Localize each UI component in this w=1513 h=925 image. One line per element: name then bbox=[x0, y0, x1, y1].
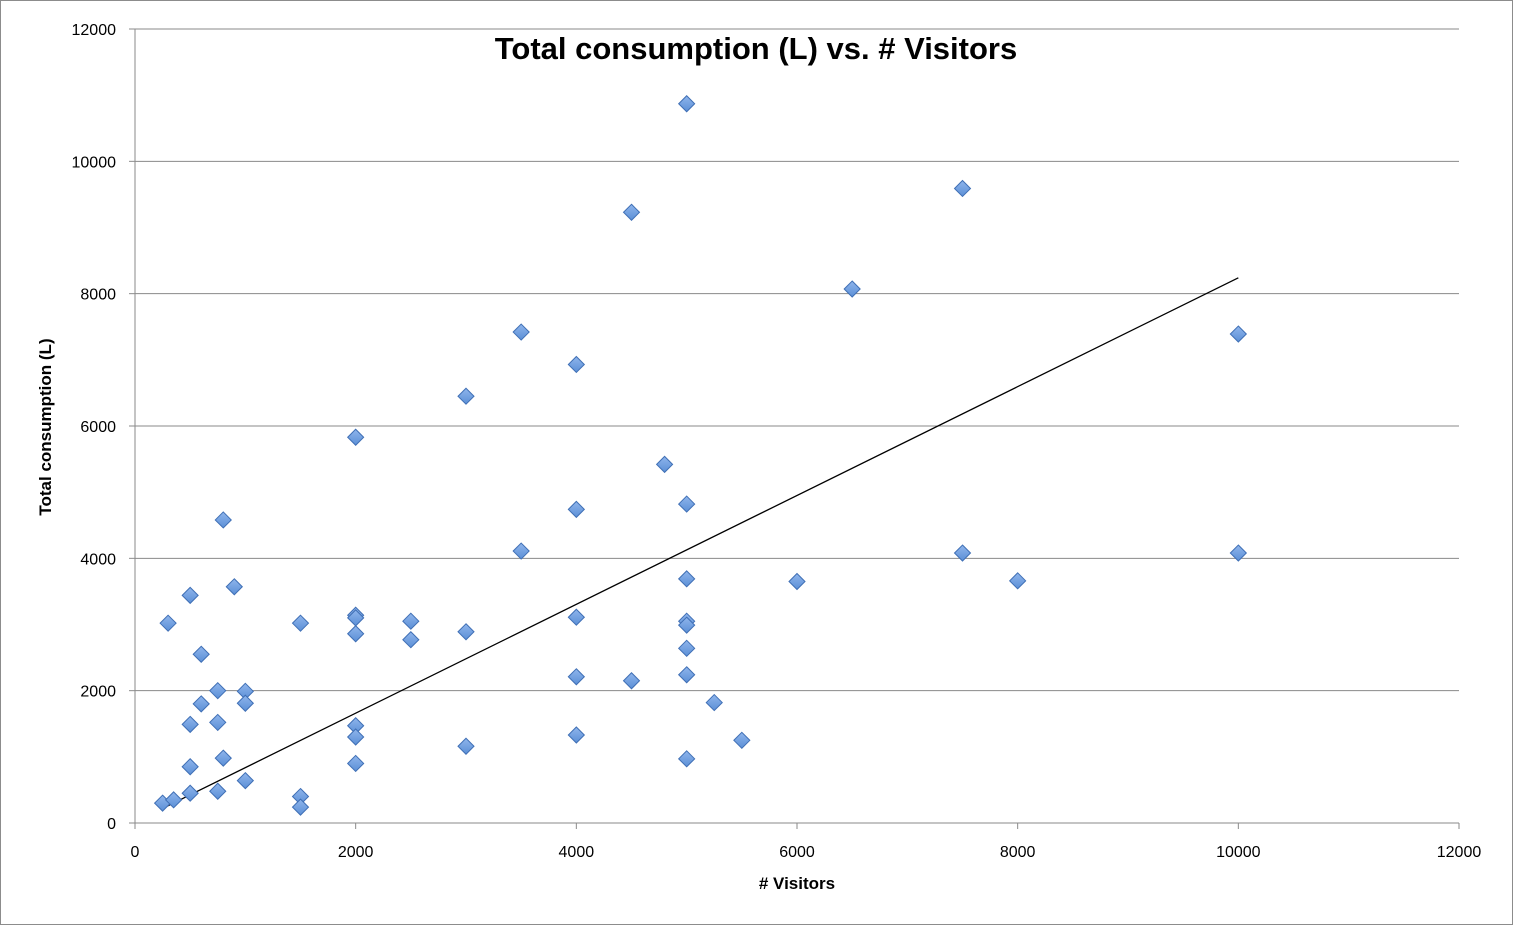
data-point bbox=[291, 614, 310, 632]
data-point bbox=[677, 616, 696, 634]
data-point bbox=[843, 280, 861, 298]
data-point bbox=[677, 570, 696, 588]
data-point bbox=[457, 623, 475, 641]
data-point bbox=[567, 608, 586, 626]
data-point bbox=[225, 578, 244, 596]
data-point bbox=[1008, 572, 1027, 590]
gridlines bbox=[135, 28, 1459, 692]
y-axis-title: Total consumption (L) bbox=[36, 338, 55, 515]
data-point bbox=[291, 798, 310, 816]
y-tick-labels: 0 2000 4000 6000 8000 10000 12000 bbox=[72, 22, 117, 833]
data-point bbox=[567, 500, 586, 519]
x-tick-label: 2000 bbox=[338, 844, 374, 861]
data-point bbox=[677, 750, 696, 768]
data-point bbox=[192, 695, 210, 713]
data-point bbox=[192, 645, 210, 663]
data-point bbox=[181, 715, 199, 734]
data-point bbox=[1229, 544, 1248, 562]
data-point bbox=[457, 737, 475, 755]
y-tick-label: 2000 bbox=[80, 684, 116, 701]
data-point bbox=[209, 681, 227, 700]
data-point bbox=[655, 455, 674, 474]
data-point bbox=[214, 511, 232, 529]
data-point bbox=[457, 387, 475, 405]
y-tick-label: 6000 bbox=[80, 419, 116, 436]
axes bbox=[129, 28, 1460, 829]
data-point bbox=[677, 666, 696, 684]
trendline-group bbox=[162, 277, 1239, 810]
data-point bbox=[346, 625, 365, 643]
data-point bbox=[236, 771, 255, 790]
data-point bbox=[953, 179, 972, 198]
data-point bbox=[567, 726, 586, 744]
x-tick-label: 10000 bbox=[1216, 844, 1261, 861]
data-points bbox=[153, 95, 1248, 816]
y-tick-label: 0 bbox=[107, 816, 116, 833]
data-point bbox=[346, 428, 365, 446]
y-tick-label: 8000 bbox=[80, 287, 116, 304]
data-point bbox=[402, 631, 420, 649]
data-point bbox=[214, 749, 232, 767]
data-point bbox=[1229, 325, 1248, 343]
data-point bbox=[209, 782, 227, 800]
x-tick-label: 6000 bbox=[779, 844, 815, 861]
data-point bbox=[236, 694, 255, 712]
data-point bbox=[677, 95, 696, 113]
y-tick-label: 12000 bbox=[72, 22, 117, 39]
data-point bbox=[677, 639, 696, 658]
x-tick-label: 8000 bbox=[1000, 844, 1036, 861]
data-point bbox=[181, 586, 199, 605]
data-point bbox=[346, 728, 365, 746]
data-point bbox=[512, 542, 530, 560]
data-point bbox=[209, 713, 227, 732]
data-point bbox=[622, 203, 641, 221]
data-point bbox=[953, 544, 972, 562]
data-point bbox=[181, 758, 199, 776]
data-point bbox=[164, 791, 183, 809]
y-tick-label: 4000 bbox=[80, 551, 116, 568]
data-point bbox=[788, 572, 806, 591]
x-tick-labels: 0 2000 4000 6000 8000 10000 12000 bbox=[131, 844, 1482, 861]
data-point bbox=[567, 668, 586, 686]
x-tick-label: 4000 bbox=[559, 844, 595, 861]
data-point bbox=[512, 323, 530, 341]
x-tick-label: 12000 bbox=[1437, 844, 1482, 861]
data-point bbox=[705, 693, 723, 712]
y-tick-label: 10000 bbox=[72, 154, 117, 171]
data-point bbox=[402, 612, 420, 630]
data-point bbox=[733, 731, 751, 749]
x-tick-label: 0 bbox=[131, 844, 140, 861]
data-point bbox=[346, 754, 365, 773]
data-point bbox=[181, 784, 199, 802]
chart-title: Total consumption (L) vs. # Visitors bbox=[495, 31, 1017, 66]
trendline bbox=[162, 277, 1239, 810]
data-point bbox=[567, 355, 586, 374]
x-axis-title: # Visitors bbox=[759, 874, 835, 893]
data-point bbox=[677, 495, 696, 513]
data-point bbox=[622, 672, 641, 690]
data-point bbox=[159, 614, 177, 632]
